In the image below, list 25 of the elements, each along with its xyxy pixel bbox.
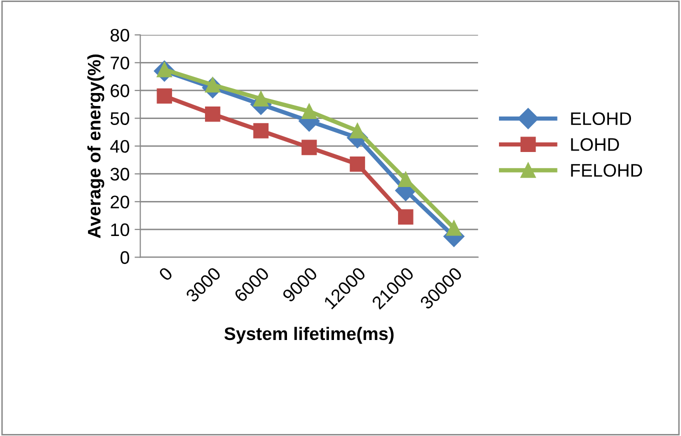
- y-tick-label: 40: [110, 140, 130, 153]
- point: [302, 104, 317, 119]
- y-tick-label: 70: [110, 56, 130, 70]
- y-axis-title: Average of energy(%): [87, 54, 104, 238]
- y-tick-label: 50: [110, 112, 130, 125]
- x-tick-label: 0: [158, 266, 174, 282]
- x-axis-title: System lifetime(ms): [224, 326, 394, 344]
- point: [253, 123, 269, 138]
- point: [156, 88, 172, 104]
- point: [350, 123, 366, 138]
- point: [205, 106, 220, 122]
- y-tick-label: 0: [120, 251, 130, 264]
- y-tick-label: 20: [110, 196, 130, 208]
- point: [302, 140, 317, 156]
- legend-label: ELOHD: [571, 112, 632, 126]
- point: [398, 209, 414, 225]
- point: [398, 172, 414, 188]
- legend-label: FELOHD: [571, 164, 642, 177]
- y-tick-label: 60: [110, 84, 130, 98]
- y-tick-label: 10: [111, 223, 130, 236]
- legend-label: LOHD: [571, 138, 619, 151]
- point: [350, 156, 366, 172]
- y-tick-label: 80: [110, 28, 130, 42]
- point: [446, 220, 462, 236]
- y-tick-label: 30: [110, 168, 130, 181]
